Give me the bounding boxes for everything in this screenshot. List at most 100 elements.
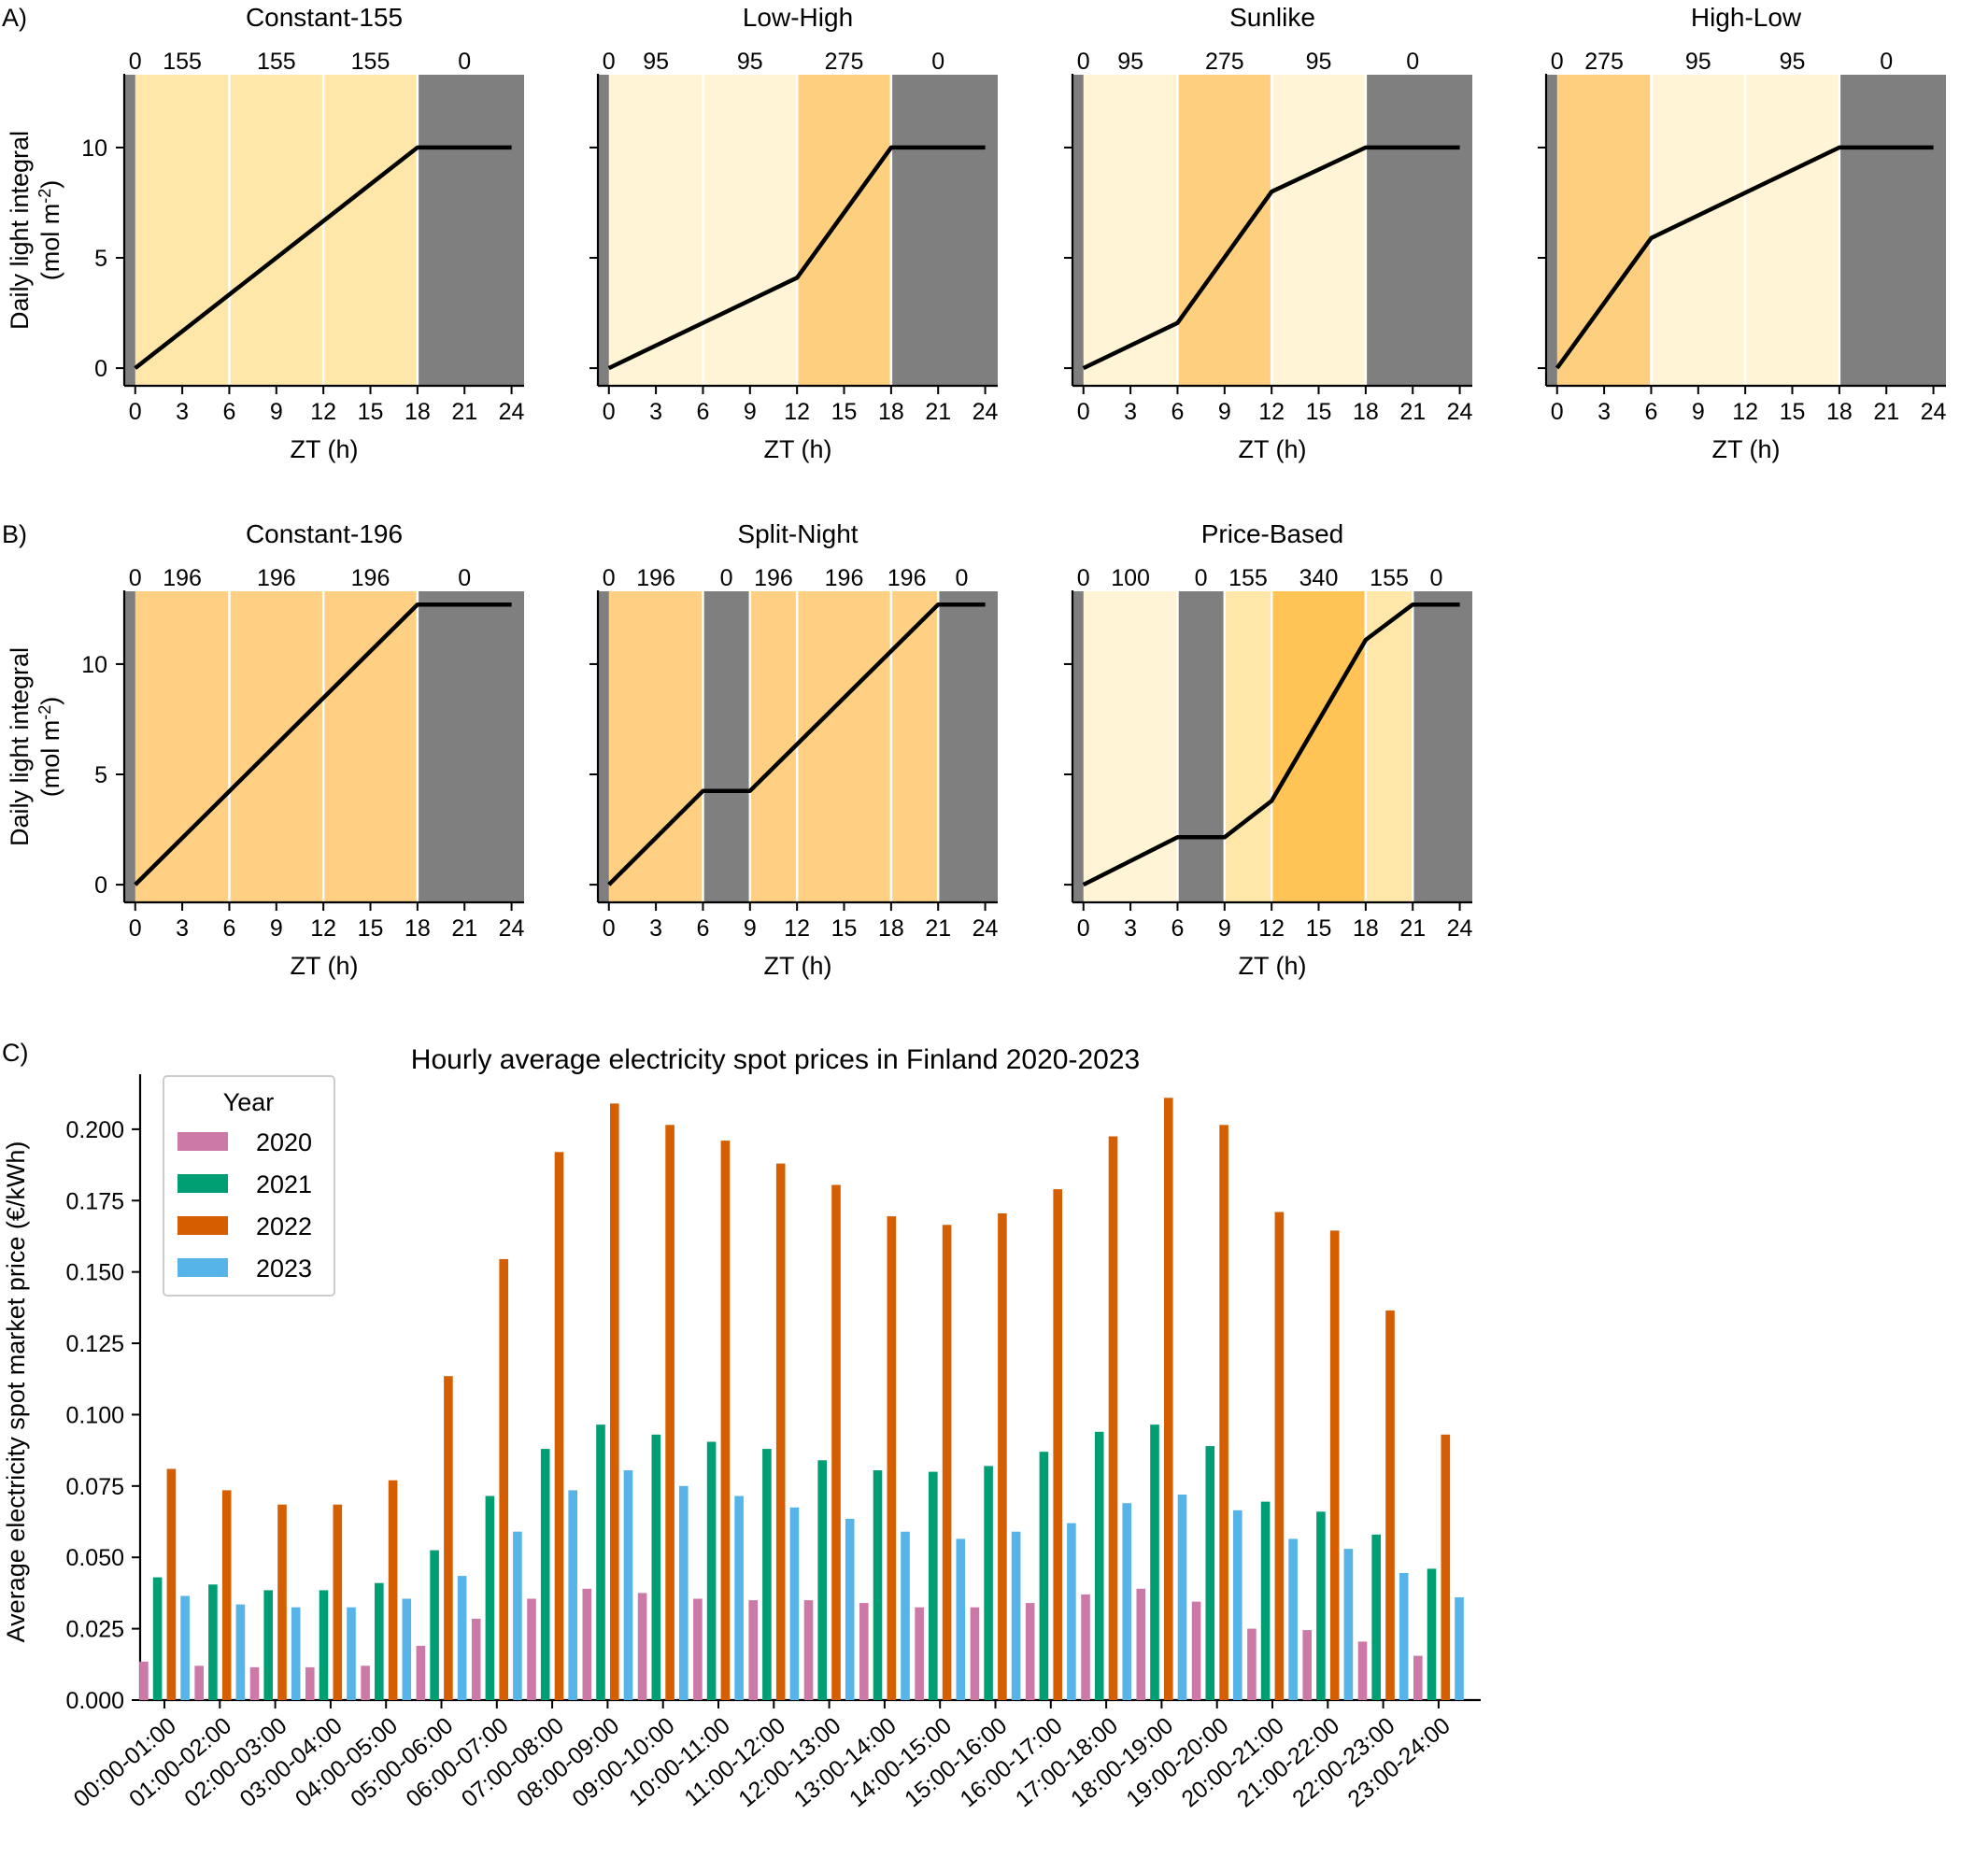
legend-box [163,1075,335,1297]
intensity-label: 0 [603,49,616,75]
bar-2023 [901,1531,910,1700]
x-axis-label: ZT (h) [764,952,832,980]
bar-2021 [430,1550,439,1700]
intensity-label: 196 [825,565,864,591]
light-segment [135,75,418,386]
bar-2023 [1288,1538,1298,1700]
intensity-label: 95 [737,49,763,75]
x-tick-label: 9 [270,399,283,425]
x-tick-label: 0 [603,915,616,942]
bar-2020 [471,1618,481,1700]
x-tick-label: 24 [1447,399,1473,425]
intensity-label: 275 [825,49,864,75]
bar-2020 [1191,1601,1201,1700]
x-tick-label: 15 [831,915,858,942]
light-segment [1556,75,1652,386]
bar-2020 [194,1666,204,1700]
x-tick-label: 3 [176,915,189,942]
x-axis-label: ZT (h) [764,435,832,463]
light-panel-constant-155: 0 3 6 9 12 15 18 21 24 0 5 10 ZT (h) Constant-155 0 155… [2,3,525,463]
bar-2020 [1302,1630,1312,1700]
bar-2022 [1274,1212,1285,1700]
x-tick-label: 15 [1306,399,1332,425]
dli-line [134,145,512,370]
x-tick-label: 3 [1598,399,1611,425]
bar-2023 [623,1470,633,1700]
light-panel-high-low: 0 3 6 9 12 15 18 21 24 ZT (h) High-Low 0 275 95 95 0 [1538,3,1947,463]
dli-line [1082,602,1460,887]
bar-2023 [956,1538,966,1700]
bar-2023 [1122,1503,1131,1700]
intensity-label: 196 [257,565,296,591]
x-tick-label: 12 [784,399,810,425]
bar-2020 [249,1666,260,1700]
x-tick-label: 15 [1306,915,1332,942]
intensity-label: 275 [1584,49,1624,75]
bar-2023 [347,1607,356,1700]
bar-2022 [554,1152,564,1700]
intensity-label: 100 [1111,565,1150,591]
intensity-label: 196 [636,565,675,591]
bar-2021 [1371,1534,1381,1700]
x-tick-label: 9 [1218,399,1231,425]
bar-2020 [416,1645,426,1700]
legend-swatch-2023 [178,1258,228,1277]
bar-2021 [1150,1425,1159,1700]
bar-2022 [1053,1189,1062,1700]
bar-2021 [485,1496,495,1700]
bar-2021 [1039,1452,1049,1700]
bar-2023 [568,1490,577,1700]
bar-2021 [152,1577,163,1700]
legend-label: 2023 [256,1255,312,1283]
intensity-label: 340 [1299,565,1339,591]
bar-2020 [1136,1588,1146,1700]
x-tick-label: 0 [129,915,142,942]
y-tick-label: 0.050 [65,1545,124,1571]
bar-2020 [970,1607,980,1700]
x-tick-label: 18 [405,399,431,425]
x-tick-label: 18 [878,915,904,942]
bar-2022 [1441,1434,1451,1700]
light-segment [1083,591,1178,902]
y-tick-label: 5 [94,762,107,788]
y-tick-label: 0.000 [65,1688,124,1714]
legend-label: 2021 [256,1170,312,1198]
x-tick-label: 18 [1826,399,1853,425]
intensity-label: 0 [1077,565,1090,591]
intensity-label: 0 [1077,49,1090,75]
y-tick-label: 5 [94,246,107,272]
light-segment [1365,591,1413,902]
x-tick-label: 0 [1077,915,1090,942]
legend-swatch-2022 [178,1216,228,1235]
y-tick-label: 0.200 [65,1117,124,1143]
bar-2022 [775,1163,786,1700]
bar-2022 [1329,1230,1340,1700]
x-tick-label: 6 [223,399,236,425]
intensity-label: 0 [458,49,471,75]
bar-2021 [1427,1568,1437,1700]
panel-title: Sunlike [1229,3,1315,32]
bar-2022 [998,1213,1007,1700]
x-tick-label: 12 [1732,399,1758,425]
y-unit-superscript: -2 [36,705,54,720]
x-tick-label: 6 [697,399,710,425]
panel-title: High-Low [1691,3,1802,32]
intensity-label: 95 [1780,49,1806,75]
legend-swatch-2021 [178,1174,228,1193]
legend-title: Year [223,1088,275,1116]
bar-2023 [1233,1510,1242,1700]
panel-letter: A) [2,4,27,32]
dli-line [607,145,986,371]
x-tick-label: 6 [1645,399,1658,425]
intensity-label: 196 [754,565,793,591]
intensity-label: 95 [1306,49,1332,75]
bar-2021 [984,1466,993,1700]
bar-2022 [444,1376,453,1700]
x-tick-label: 15 [358,915,384,942]
bar-2020 [1081,1594,1090,1700]
x-tick-label: 0 [129,399,142,425]
x-tick-label: 12 [1258,399,1285,425]
y-tick-label: 0.125 [65,1331,124,1357]
x-axis-label: ZT (h) [1239,435,1307,463]
bar-2023 [1399,1573,1409,1700]
